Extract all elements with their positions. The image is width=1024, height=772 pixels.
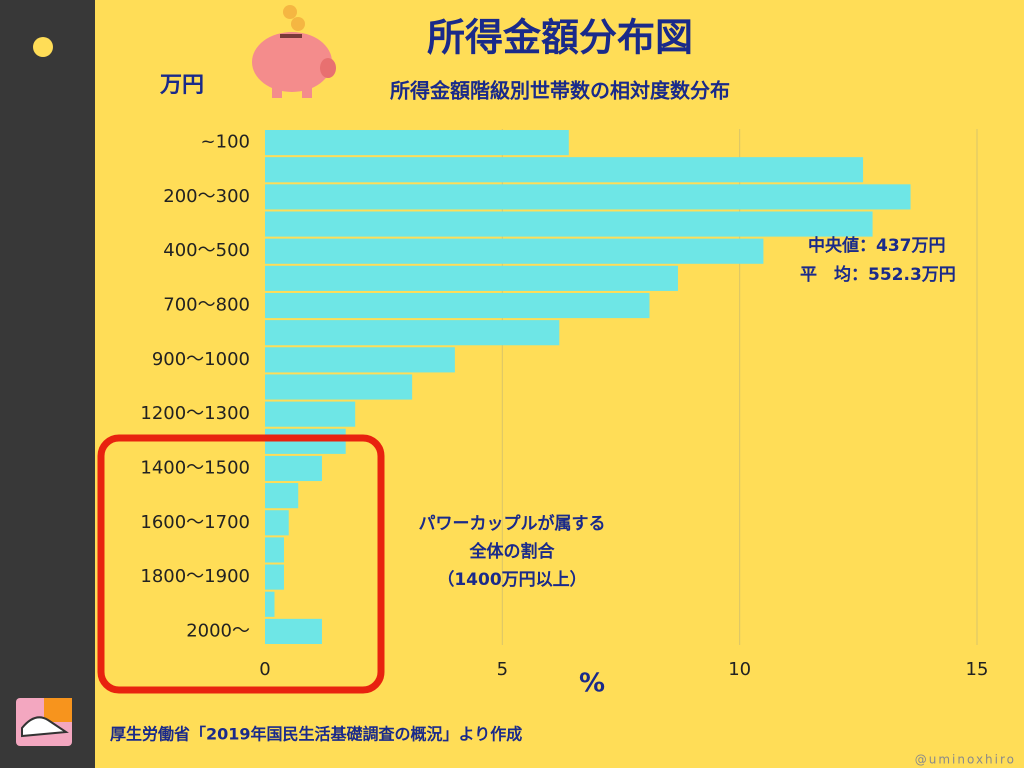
logo-icon	[16, 698, 72, 746]
x-tick-label: 5	[497, 659, 508, 680]
bar	[265, 401, 356, 427]
y-tick-label: 400〜500	[163, 240, 250, 261]
subtitle: 所得金額階級別世帯数の相対度数分布	[390, 79, 730, 103]
x-tick-label: 15	[966, 659, 989, 680]
bar	[265, 292, 650, 319]
annotation: 中央値：437万円	[808, 235, 946, 256]
bar	[265, 320, 560, 346]
y-tick-label: 1600〜1700	[140, 512, 250, 533]
y-tick-label: 200〜300	[163, 186, 250, 207]
highlight-note: パワーカップルが属する	[419, 513, 606, 534]
bar	[265, 510, 289, 536]
bar	[265, 347, 455, 373]
bar	[265, 591, 275, 617]
bar	[265, 455, 322, 482]
highlight-note: 全体の割合	[469, 541, 556, 562]
sidebar	[0, 0, 95, 768]
bar	[265, 265, 678, 291]
y-tick-label: 1200〜1300	[140, 403, 250, 424]
y-tick-label: 1800〜1900	[140, 566, 250, 587]
x-tick-label: 10	[728, 659, 751, 680]
y-tick-label: 1400〜1500	[140, 457, 250, 478]
y-tick-label: 700〜800	[163, 295, 250, 316]
bar	[265, 157, 864, 183]
bar	[265, 374, 413, 400]
bar	[265, 483, 299, 509]
dot	[33, 37, 53, 57]
bar	[265, 184, 911, 210]
y-axis-label: 万円	[159, 73, 204, 98]
bar	[265, 618, 322, 644]
highlight-box	[97, 434, 385, 694]
credit: @uminoxhiro	[915, 753, 1016, 767]
chart-title: 所得金額分布図	[427, 16, 693, 60]
bar	[265, 564, 284, 590]
x-axis-label: %	[579, 669, 605, 699]
y-tick-label: 900〜1000	[152, 349, 250, 370]
bar	[265, 130, 569, 156]
pig-icon	[252, 5, 336, 98]
y-tick-label: 2000〜	[186, 620, 250, 641]
source: 厚生労働省「2019年国民生活基礎調査の概況」より作成	[110, 725, 522, 744]
y-tick-label: ~100	[201, 132, 250, 153]
bar	[265, 238, 764, 264]
bar	[265, 537, 284, 563]
x-tick-label: 0	[259, 659, 270, 680]
annotation: 平 均：552.3万円	[800, 264, 956, 285]
highlight-note: （1400万円以上）	[437, 569, 586, 590]
bar	[265, 211, 873, 237]
